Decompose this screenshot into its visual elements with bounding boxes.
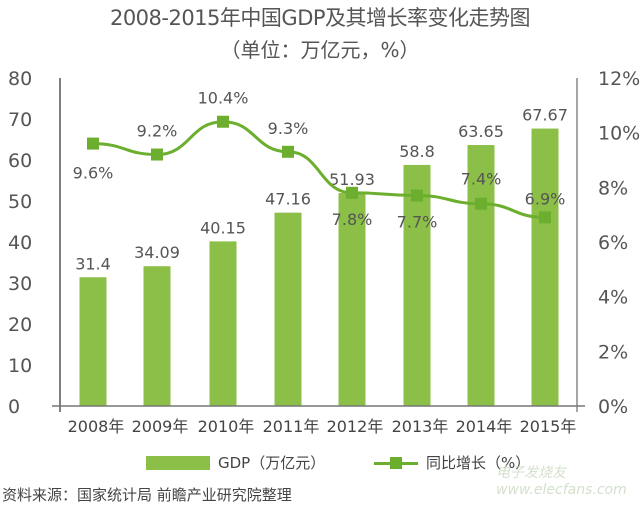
growth-marker-icon [539,211,551,224]
gdp-value-label: 63.65 [458,122,504,141]
legend-growth-label: 同比增长（%） [426,454,531,472]
right-tick-label: 4% [598,287,628,309]
legend-line-marker-icon [374,456,418,470]
chart-title: 2008-2015年中国GDP及其增长率变化走势图 [109,6,531,30]
gdp-bar [467,145,495,406]
left-tick-label: 40 [8,232,32,254]
right-tick-label: 8% [598,177,628,199]
growth-value-label: 9.3% [268,119,309,138]
gdp-bar [403,164,431,406]
right-tick-label: 6% [598,232,628,254]
x-tick-label: 2012年 [327,417,384,436]
growth-marker-icon [87,137,99,150]
gdp-bars [79,128,559,407]
gdp-value-label: 34.09 [134,243,180,262]
growth-marker-icon [346,186,358,199]
growth-marker-icon [282,145,294,158]
gdp-value-label: 40.15 [200,218,246,237]
growth-marker-icon [475,197,487,210]
right-tick-label: 12% [598,68,640,90]
x-tick-label: 2011年 [263,417,320,436]
gdp-bar [531,128,559,407]
gdp-value-label: 67.67 [522,106,568,125]
legend-bar-swatch-icon [146,455,210,470]
gdp-value-label: 51.93 [329,170,375,189]
left-tick-label: 0 [8,396,20,418]
growth-line-labels: 9.6% 9.2% 10.4% 9.3% 7.8% 7.7% 7.4% 6.9% [73,89,566,232]
gdp-bar [143,266,171,406]
growth-value-label: 9.2% [137,122,178,141]
x-tick-label: 2009年 [132,417,189,436]
x-tick-label: 2013年 [392,417,449,436]
data-source: 资料来源：国家统计局 前瞻产业研究院整理 [2,486,292,504]
legend-gdp: GDP（万亿元） [146,452,325,473]
growth-value-label: 7.4% [461,170,502,189]
gdp-bar-labels: 31.4 34.09 40.15 47.16 51.93 58.8 63.65 67.67 [75,106,568,274]
gdp-value-label: 47.16 [265,190,311,209]
gdp-value-label: 31.4 [75,254,111,273]
gdp-bar [209,241,237,406]
x-tick-label: 2010年 [198,417,255,436]
growth-value-label: 6.9% [525,189,566,208]
gdp-bar [274,212,302,406]
left-tick-label: 70 [8,109,32,131]
growth-value-label: 7.8% [332,210,373,229]
left-tick-label: 50 [8,191,32,213]
x-tick-label: 2015年 [520,417,577,436]
growth-value-label: 9.6% [73,164,114,183]
growth-marker-icon [411,189,423,202]
growth-value-label: 7.7% [397,213,438,232]
gdp-value-label: 58.8 [399,142,435,161]
growth-line [87,115,551,224]
growth-marker-icon [151,148,163,161]
right-tick-label: 0% [598,396,628,418]
x-axis-labels: 2008年 2009年 2010年 2011年 2012年 2013年 2014年 2015年 [68,417,577,436]
legend-growth: 同比增长（%） [374,452,530,473]
left-tick-label: 10 [8,355,32,377]
left-axis-ticks: 0 10 20 30 40 50 60 70 80 [8,68,32,418]
right-tick-label: 10% [598,123,640,145]
left-tick-label: 30 [8,273,32,295]
x-tick-label: 2008年 [68,417,125,436]
growth-marker-icon [217,115,229,128]
left-tick-label: 20 [8,314,32,336]
chart-subtitle: （单位：万亿元，%） [220,38,420,62]
gdp-bar [79,277,107,406]
right-axis-ticks: 0% 2% 4% 6% 8% 10% 12% [598,68,640,418]
watermark: 电子发烧友 www.elecfans.com [496,465,627,498]
right-tick-label: 2% [598,341,628,363]
left-tick-label: 80 [8,68,32,90]
growth-value-label: 10.4% [198,89,249,108]
legend-gdp-label: GDP（万亿元） [218,454,326,472]
growth-line-path [92,120,546,219]
x-tick-label: 2014年 [456,417,513,436]
left-tick-label: 60 [8,150,32,172]
gdp-bar [338,193,366,406]
